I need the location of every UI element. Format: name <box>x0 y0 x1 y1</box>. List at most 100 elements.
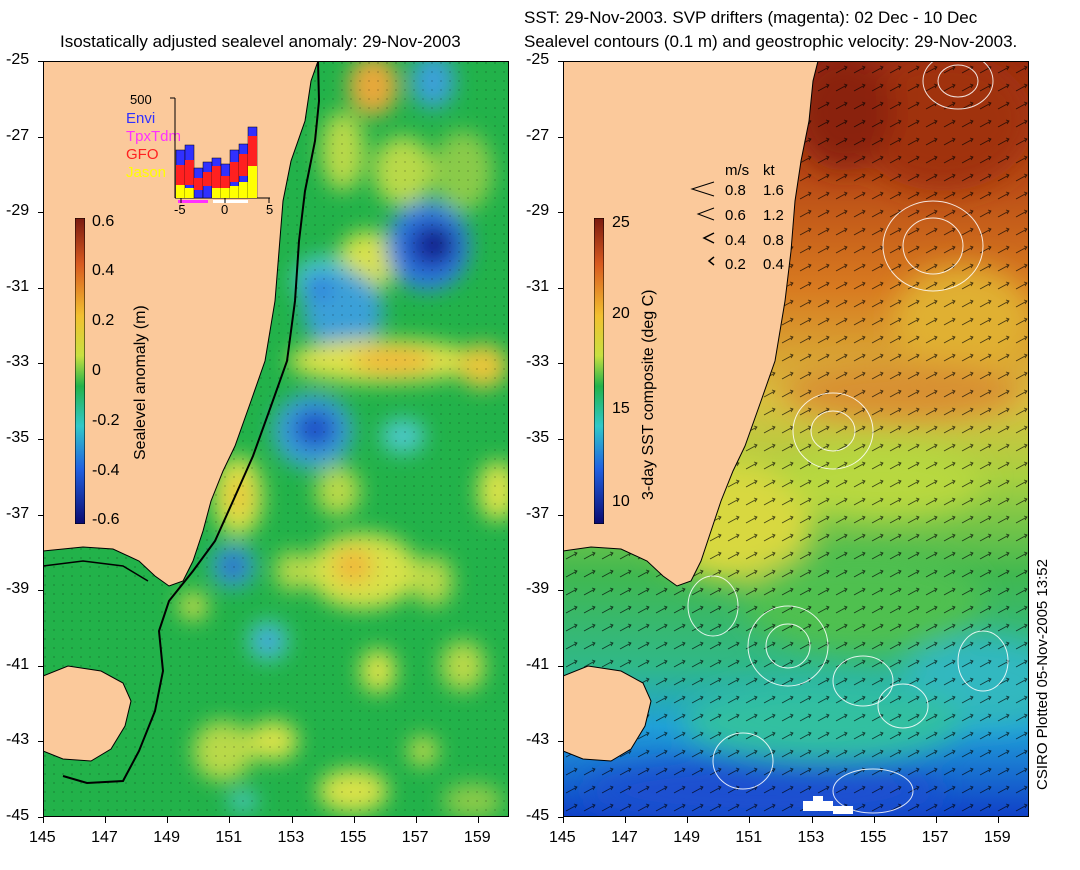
mainland-australia-sst <box>563 61 819 587</box>
right-longitude-tick-mark <box>811 817 813 823</box>
sealevel-colorbar-tick: -0.2 <box>92 412 120 429</box>
left-longitude-tick-mark <box>353 817 355 823</box>
right-latitude-tick-mark <box>558 665 563 667</box>
velocity-arrow-0.4 <box>702 232 715 244</box>
velocity-arrow-0.2 <box>707 256 715 266</box>
plot-credit: CSIRO Plotted 05-Nov-2005 13:52 <box>1034 559 1051 790</box>
legend-gfo: GFO <box>126 146 159 163</box>
left-longitude-tick-label: 151 <box>215 829 243 846</box>
right-latitude-tick-mark <box>558 136 563 138</box>
right-latitude-tick-label: -41 <box>526 655 550 673</box>
right-longitude-tick-mark <box>563 817 564 823</box>
right-latitude-tick-label: -31 <box>526 277 550 295</box>
velocity-legend-header-kt: kt <box>763 162 775 179</box>
left-latitude-tick-label: -45 <box>6 807 30 824</box>
sealevel-colorbar <box>75 218 85 524</box>
right-longitude-tick-label: 157 <box>921 829 949 846</box>
left-latitude-tick-mark <box>38 439 43 440</box>
right-longitude-tick-label: 145 <box>549 829 576 846</box>
legend-tpxtdm: TpxTdm <box>126 128 182 145</box>
right-latitude-tick-label: -43 <box>526 731 550 749</box>
sst-colorbar-tick: 15 <box>612 400 630 417</box>
right-latitude-tick-mark <box>558 514 563 516</box>
right-latitude-tick-mark <box>558 590 563 592</box>
left-longitude-tick-mark <box>229 817 231 823</box>
left-latitude-tick-mark <box>38 590 43 592</box>
velocity-legend-ms: 0.6 <box>725 207 746 224</box>
left-longitude-tick-mark <box>105 817 107 823</box>
right-latitude-tick-mark <box>558 363 563 365</box>
velocity-legend-ms: 0.4 <box>725 232 746 249</box>
sealevel-colorbar-tick: 0 <box>92 362 101 379</box>
right-latitude-tick-label: -37 <box>526 504 550 522</box>
left-latitude-tick-label: -31 <box>6 277 30 295</box>
sealevel-anomaly-map <box>43 61 509 817</box>
left-latitude-tick-mark <box>38 212 43 214</box>
right-longitude-tick-label: 149 <box>673 829 700 846</box>
sst-colorbar-tick: 10 <box>612 493 630 510</box>
right-latitude-tick-mark <box>558 287 563 289</box>
left-panel-title: Isostatically adjusted sealevel anomaly:… <box>60 32 461 51</box>
right-longitude-tick-label: 155 <box>859 829 887 846</box>
left-latitude-tick-mark <box>38 287 43 289</box>
histogram-xtick: 0 <box>221 202 229 217</box>
velocity-legend-ms: 0.8 <box>725 182 746 199</box>
sealevel-colorbar-tick: -0.4 <box>92 462 120 479</box>
velocity-legend-kt: 1.2 <box>763 207 784 224</box>
velocity-arrow-0.6 <box>696 207 715 221</box>
sst-colorbar <box>594 218 604 524</box>
left-latitude-tick-label: -33 <box>6 353 30 371</box>
left-latitude-tick-label: -41 <box>6 655 30 673</box>
left-longitude-tick-mark <box>415 817 417 823</box>
right-latitude-tick-label: -45 <box>526 807 550 824</box>
right-latitude-tick-label: -35 <box>526 429 550 446</box>
velocity-legend-ms: 0.2 <box>725 256 746 273</box>
velocity-legend-kt: 0.8 <box>763 232 784 249</box>
right-latitude-tick-label: -33 <box>526 353 550 371</box>
left-latitude-tick-mark <box>38 817 43 818</box>
left-latitude-tick-mark <box>38 514 43 516</box>
right-longitude-tick-label: 153 <box>797 829 825 846</box>
right-longitude-tick-mark <box>873 817 875 823</box>
tasmania-sst <box>563 665 652 762</box>
sst-colorbar-tick: 25 <box>612 214 630 231</box>
left-latitude-tick-label: -43 <box>6 731 30 749</box>
right-longitude-tick-label: 159 <box>983 829 1011 846</box>
right-longitude-tick-mark <box>749 817 751 823</box>
sst-colorbar-tick: 20 <box>612 305 630 322</box>
left-latitude-tick-label: -29 <box>6 202 30 220</box>
left-latitude-tick-mark <box>38 363 43 365</box>
velocity-legend: m/s kt 0.8 1.6 0.6 1.2 0.4 0.8 0.2 0.4 <box>690 162 800 277</box>
sealevel-anomaly-field <box>43 61 509 817</box>
right-longitude-tick-mark <box>997 817 999 823</box>
right-latitude-tick-mark <box>558 817 563 818</box>
sst-colorbar-label: 3-day SST composite (deg C) <box>640 289 657 500</box>
right-latitude-tick-label: -39 <box>526 580 550 598</box>
left-latitude-tick-mark <box>38 136 43 138</box>
histogram-ymax-label: 500 <box>130 92 152 107</box>
left-longitude-tick-mark <box>291 817 293 823</box>
left-latitude-tick-label: -39 <box>6 580 30 598</box>
left-longitude-tick-mark <box>167 817 169 823</box>
velocity-arrow-0.8 <box>690 181 715 197</box>
left-latitude-tick-mark <box>38 61 43 62</box>
right-panel-title-line2: Sealevel contours (0.1 m) and geostrophi… <box>524 32 1018 51</box>
left-longitude-tick-label: 147 <box>91 829 118 846</box>
right-latitude-tick-mark <box>558 741 563 743</box>
velocity-legend-kt: 0.4 <box>763 256 784 273</box>
sealevel-colorbar-tick: 0.2 <box>92 312 115 329</box>
left-latitude-tick-label: -27 <box>6 126 30 144</box>
right-latitude-tick-mark <box>558 61 563 62</box>
right-latitude-tick-mark <box>558 439 563 440</box>
sealevel-colorbar-tick: 0.4 <box>92 262 115 279</box>
right-longitude-tick-mark <box>625 817 627 823</box>
sst-field <box>563 61 1029 817</box>
left-longitude-tick-mark <box>43 817 44 823</box>
sst-map <box>563 61 1029 817</box>
left-latitude-tick-mark <box>38 665 43 667</box>
sealevel-colorbar-tick: -0.6 <box>92 511 120 528</box>
left-latitude-tick-mark <box>38 741 43 743</box>
left-longitude-tick-label: 155 <box>339 829 367 846</box>
sealevel-colorbar-label: Sealevel anomaly (m) <box>132 305 149 460</box>
left-longitude-tick-label: 149 <box>153 829 180 846</box>
